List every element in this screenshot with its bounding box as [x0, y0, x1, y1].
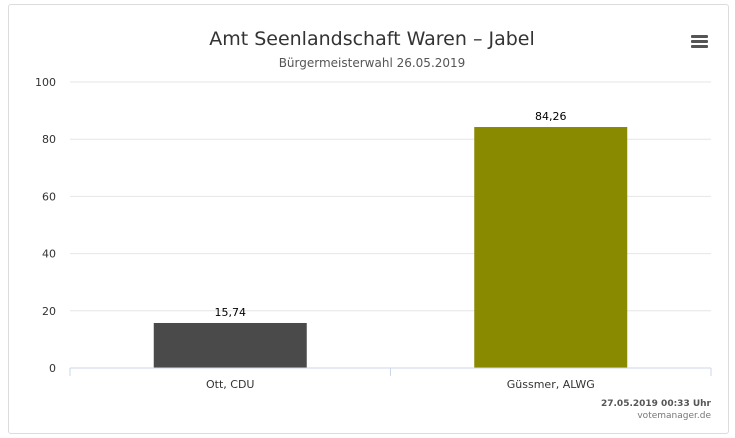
data-label: 84,26	[535, 110, 567, 123]
source-link[interactable]: votemanager.de	[637, 411, 711, 421]
bar[interactable]	[153, 322, 307, 368]
hamburger-menu-icon[interactable]	[690, 34, 708, 48]
chart-title: Amt Seenlandschaft Waren – Jabel	[209, 28, 535, 50]
y-tick-label: 40	[42, 248, 56, 261]
y-tick-label: 20	[42, 305, 56, 318]
y-tick-label: 100	[35, 76, 56, 89]
y-axis: 0 20 40 60 80 100	[35, 76, 56, 375]
bars: 15,74 84,26	[153, 110, 628, 368]
x-category-label: Güssmer, ALWG	[507, 378, 595, 391]
x-axis: Ott, CDU Güssmer, ALWG	[69, 367, 712, 391]
y-tick-label: 60	[42, 190, 56, 203]
data-label: 15,74	[215, 306, 247, 319]
timestamp-text: 27.05.2019 00:33 Uhr	[601, 399, 712, 409]
y-tick-label: 80	[42, 133, 56, 146]
x-category-label: Ott, CDU	[206, 378, 254, 391]
bar[interactable]	[474, 127, 628, 368]
y-tick-label: 0	[49, 362, 56, 375]
chart-subtitle: Bürgermeisterwahl 26.05.2019	[279, 56, 466, 70]
